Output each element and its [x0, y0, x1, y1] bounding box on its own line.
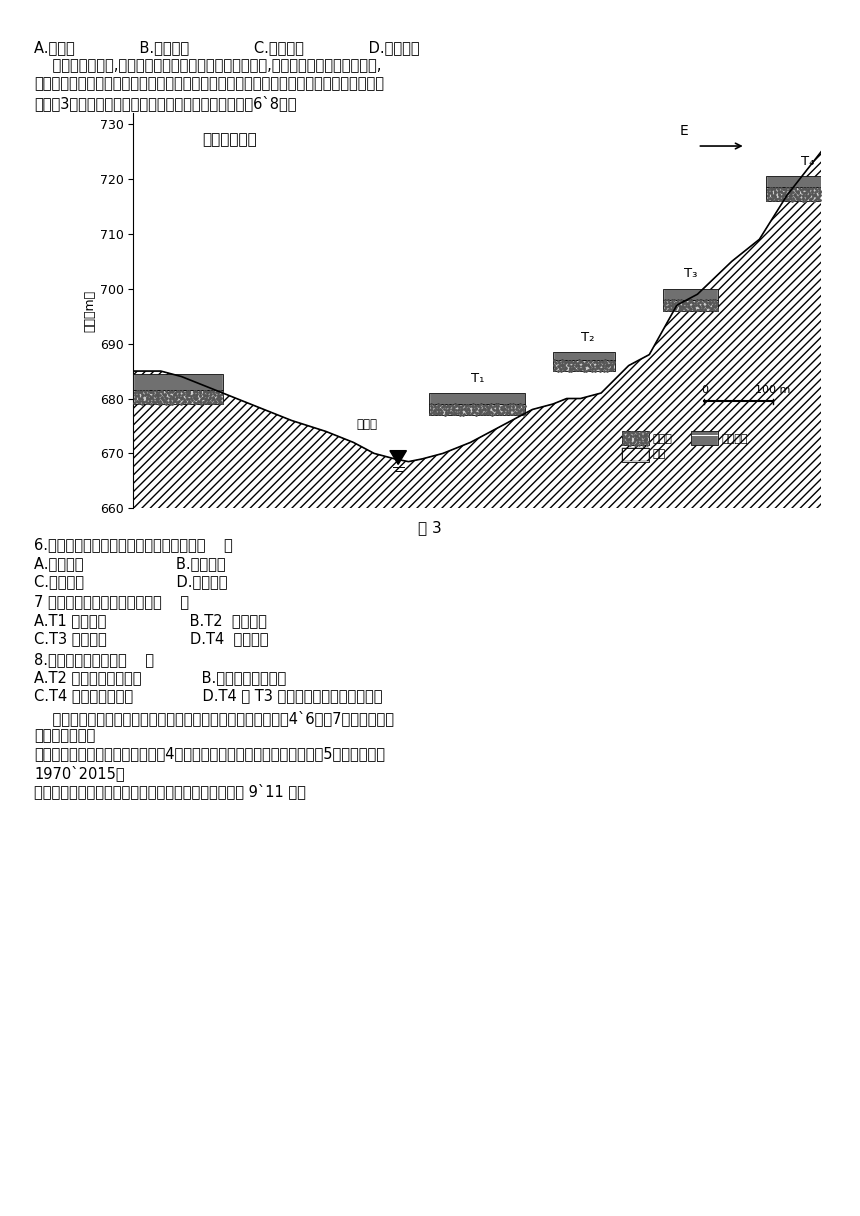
Text: 6.旺草盆地任一级阶地的形成过程中地壳（    ）: 6.旺草盆地任一级阶地的形成过程中地壳（ ） — [34, 537, 233, 552]
Text: C.T4 的形成时代最晚               D.T4 到 T3 形成时期地壳抬升幅度最大: C.T4 的形成时代最晚 D.T4 到 T3 形成时期地壳抬升幅度最大 — [34, 688, 383, 703]
Bar — [766, 176, 821, 187]
Text: 8.下列说法正确的是（    ）: 8.下列说法正确的是（ ） — [34, 652, 155, 666]
Text: 基岩: 基岩 — [653, 450, 666, 460]
Text: 100 m: 100 m — [755, 384, 791, 395]
Text: T₃: T₃ — [684, 268, 697, 281]
Text: 旺草盆地剖面: 旺草盆地剖面 — [202, 133, 257, 147]
Bar — [553, 351, 615, 360]
Text: 减少，为促进农: 减少，为促进农 — [34, 728, 95, 743]
Text: 砂泥质层: 砂泥质层 — [722, 434, 748, 444]
Text: C.间歇抬升                    D.间歇下沉: C.间歇抬升 D.间歇下沉 — [34, 574, 228, 589]
Text: A.持续抬升                    B.相对稳定: A.持续抬升 B.相对稳定 — [34, 556, 226, 570]
Text: 这种地形称为河流阶地。旺草盆池地处贵州乌江交流芒蕉江上游，盆地中的河流阶地发育明: 这种地形称为河流阶地。旺草盆池地处贵州乌江交流芒蕉江上游，盆地中的河流阶地发育明 — [34, 77, 384, 91]
Polygon shape — [390, 451, 407, 465]
Text: A.T1 形成时期                  B.T2  形成时期: A.T1 形成时期 B.T2 形成时期 — [34, 613, 267, 627]
Text: 砾石层: 砾石层 — [653, 434, 673, 444]
Text: 赣江流域年产沙模数与年降雨量双累计曲线，据此完成 9`11 题。: 赣江流域年产沙模数与年降雨量双累计曲线，据此完成 9`11 题。 — [34, 783, 306, 799]
Bar — [622, 432, 649, 445]
Bar — [622, 447, 649, 462]
Text: A.T2 在洪水期会被淤没             B.段河流自东向西流: A.T2 在洪水期会被淤没 B.段河流自东向西流 — [34, 670, 286, 685]
Text: 赣江流域位于长江以南，是长江的重要支流。暴雨主要集中在4`6月，7月后降水开始: 赣江流域位于长江以南，是长江的重要支流。暴雨主要集中在4`6月，7月后降水开始 — [34, 710, 395, 726]
Text: E: E — [679, 124, 688, 137]
Bar — [553, 360, 615, 371]
Text: A.流水蚀              B.流水侵蚀              C.风力侵蚀              D.冰川侵蚀: A.流水蚀 B.流水侵蚀 C.风力侵蚀 D.冰川侵蚀 — [34, 40, 420, 55]
Bar — [691, 432, 718, 445]
Text: T₄: T₄ — [801, 154, 814, 168]
Y-axis label: 海拔（m）: 海拔（m） — [83, 289, 97, 332]
Text: 芙蓉江: 芙蓉江 — [357, 418, 378, 430]
Bar — [766, 187, 821, 201]
Text: 显。图3示意旺草盆地芒蕉江某河段阶地剖面，据此完成6`8题。: 显。图3示意旺草盆地芒蕉江某河段阶地剖面，据此完成6`8题。 — [34, 95, 297, 111]
Text: 1970`2015年: 1970`2015年 — [34, 765, 125, 781]
Bar — [663, 288, 718, 299]
Text: T₁: T₁ — [470, 372, 484, 384]
Text: 7 个时期中河流流速最慢的是（    ）: 7 个时期中河流流速最慢的是（ ） — [34, 595, 189, 609]
Bar — [663, 299, 718, 311]
Bar — [133, 390, 223, 404]
Bar — [429, 393, 525, 404]
Text: 业发展，修建了许多水利工程。图4示意赣江流域水系及水文站点分布，图5示意外洲站的: 业发展，修建了许多水利工程。图4示意赣江流域水系及水文站点分布，图5示意外洲站的 — [34, 747, 385, 761]
Bar — [429, 404, 525, 415]
Bar — [133, 373, 223, 390]
Text: 0: 0 — [701, 384, 708, 395]
Text: 图 3: 图 3 — [418, 520, 442, 535]
Text: T₂: T₂ — [580, 331, 594, 344]
Text: 因河流下切侵蚀,使原来的河谷底部超出一般洪水位之上,呈阶梯状分布在河谷谷坡上,: 因河流下切侵蚀,使原来的河谷底部超出一般洪水位之上,呈阶梯状分布在河谷谷坡上, — [34, 58, 382, 73]
Text: C.T3 形成时期                  D.T4  形成时期: C.T3 形成时期 D.T4 形成时期 — [34, 631, 269, 646]
